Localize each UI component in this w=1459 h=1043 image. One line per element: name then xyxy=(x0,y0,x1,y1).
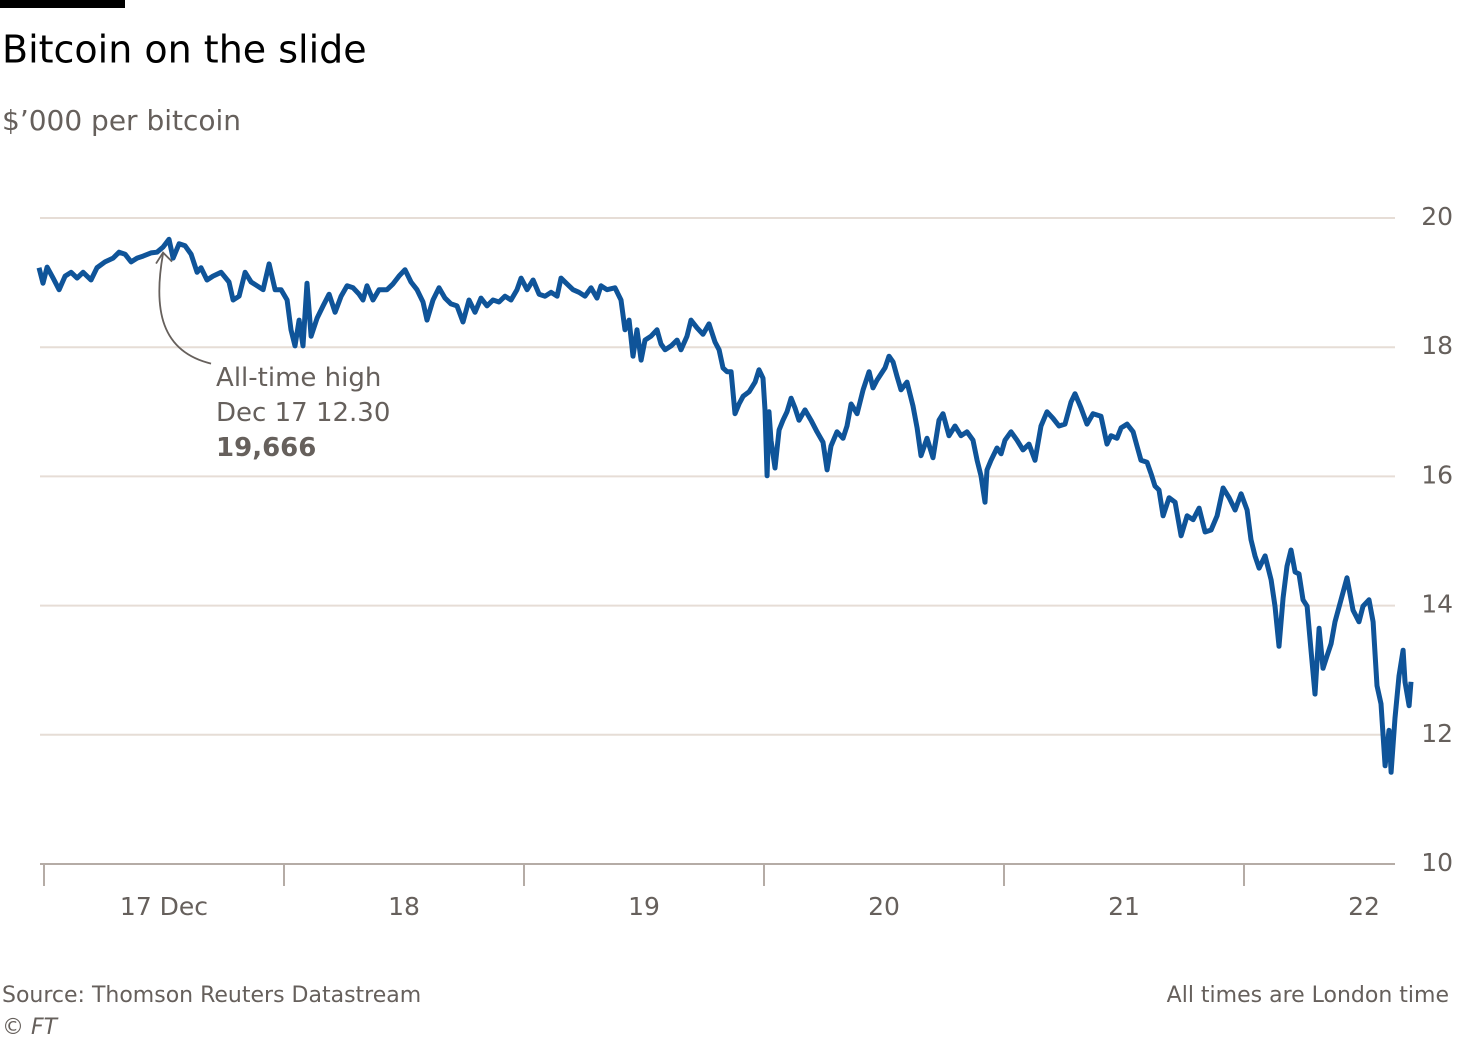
y-tick-label: 18 xyxy=(1421,331,1453,360)
brand-bar xyxy=(0,0,125,8)
y-tick-label: 20 xyxy=(1421,202,1453,231)
y-tick-label: 16 xyxy=(1421,460,1453,489)
source: Source: Thomson Reuters Datastream xyxy=(2,983,421,1008)
annotation-arrowhead xyxy=(155,251,173,265)
x-tick-label: 22 xyxy=(1348,892,1380,921)
y-tick-label: 10 xyxy=(1421,848,1453,877)
y-tick-label: 12 xyxy=(1421,719,1453,748)
price-line xyxy=(36,236,1414,775)
note: All times are London time xyxy=(1167,983,1449,1008)
x-tick-label: 21 xyxy=(1108,892,1140,921)
chart-subtitle: $’000 per bitcoin xyxy=(2,104,241,137)
x-tick-label: 18 xyxy=(388,892,420,921)
chart-title: Bitcoin on the slide xyxy=(2,28,367,72)
annotation-text: Dec 17 12.30 xyxy=(216,398,390,428)
annotation-value: 19,666 xyxy=(216,433,316,463)
credit: © FT xyxy=(2,1015,59,1040)
annotation-arrow xyxy=(158,253,212,365)
x-tick-label: 20 xyxy=(868,892,900,921)
x-tick-label: 17 Dec xyxy=(120,892,208,921)
x-tick-label: 19 xyxy=(628,892,660,921)
annotation-text: All-time high xyxy=(216,363,381,393)
y-tick-label: 14 xyxy=(1421,590,1453,619)
